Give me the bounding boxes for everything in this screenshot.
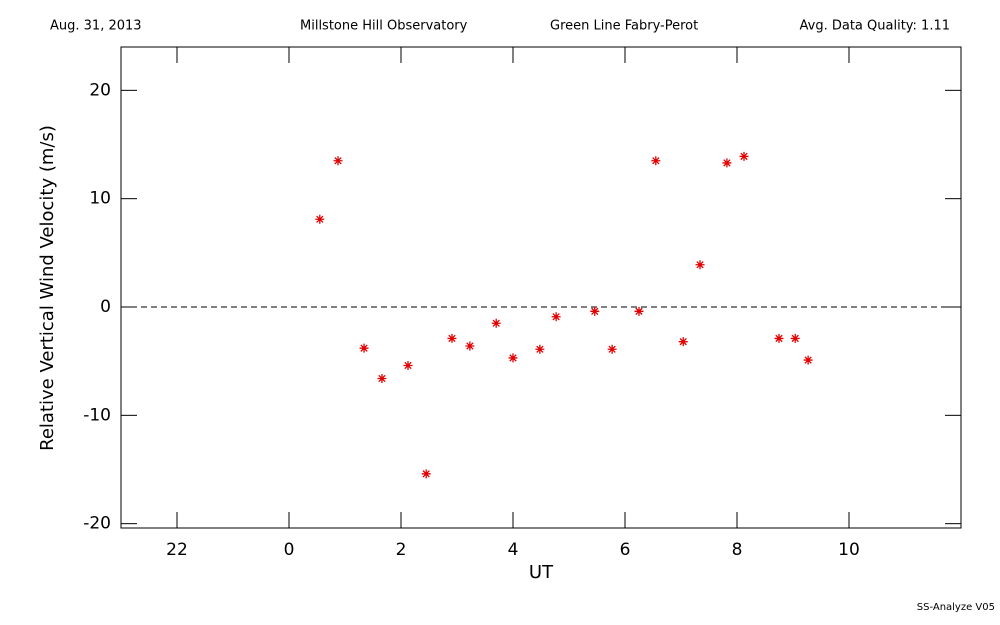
x-tick-label: 4: [508, 540, 519, 560]
y-tick-label: -20: [83, 514, 111, 534]
y-tick-label: 10: [89, 189, 111, 209]
marker: [535, 344, 545, 354]
marker: [739, 151, 749, 161]
marker: [491, 318, 501, 328]
marker: [722, 158, 732, 168]
x-tick-label: 6: [620, 540, 631, 560]
marker: [590, 306, 600, 316]
marker: [377, 374, 387, 383]
marker: [421, 469, 431, 479]
marker: [774, 333, 784, 343]
footer: SS-Analyze V05: [917, 602, 995, 613]
x-tick-label: 10: [838, 540, 860, 560]
header-instrument: Green Line Fabry-Perot: [550, 19, 698, 34]
marker: [508, 353, 518, 363]
marker: [403, 361, 413, 370]
y-tick-label: 20: [89, 80, 111, 100]
plot-frame: [120, 46, 962, 529]
y-axis-label: Relative Vertical Wind Velocity (m/s): [37, 125, 58, 451]
marker: [790, 333, 800, 343]
x-tick-label: 22: [166, 540, 188, 560]
header-site: Millstone Hill Observatory: [300, 19, 468, 34]
marker: [803, 355, 813, 365]
x-tick-label: 2: [396, 540, 407, 560]
marker: [333, 156, 343, 166]
y-tick-label: 0: [100, 297, 111, 317]
marker: [465, 341, 475, 351]
marker: [315, 214, 325, 224]
marker: [607, 344, 617, 354]
marker: [634, 306, 644, 316]
marker: [695, 260, 705, 270]
x-axis-label: UT: [529, 562, 554, 583]
marker: [651, 156, 661, 166]
header-quality: Avg. Data Quality: 1.11: [800, 19, 950, 34]
marker: [678, 337, 688, 347]
marker: [359, 343, 369, 353]
x-tick-label: 8: [732, 540, 743, 560]
header-date: Aug. 31, 2013: [50, 19, 142, 34]
x-tick-label: 0: [284, 540, 295, 560]
marker: [447, 333, 457, 343]
y-tick-label: -10: [83, 405, 111, 425]
marker: [551, 312, 561, 322]
